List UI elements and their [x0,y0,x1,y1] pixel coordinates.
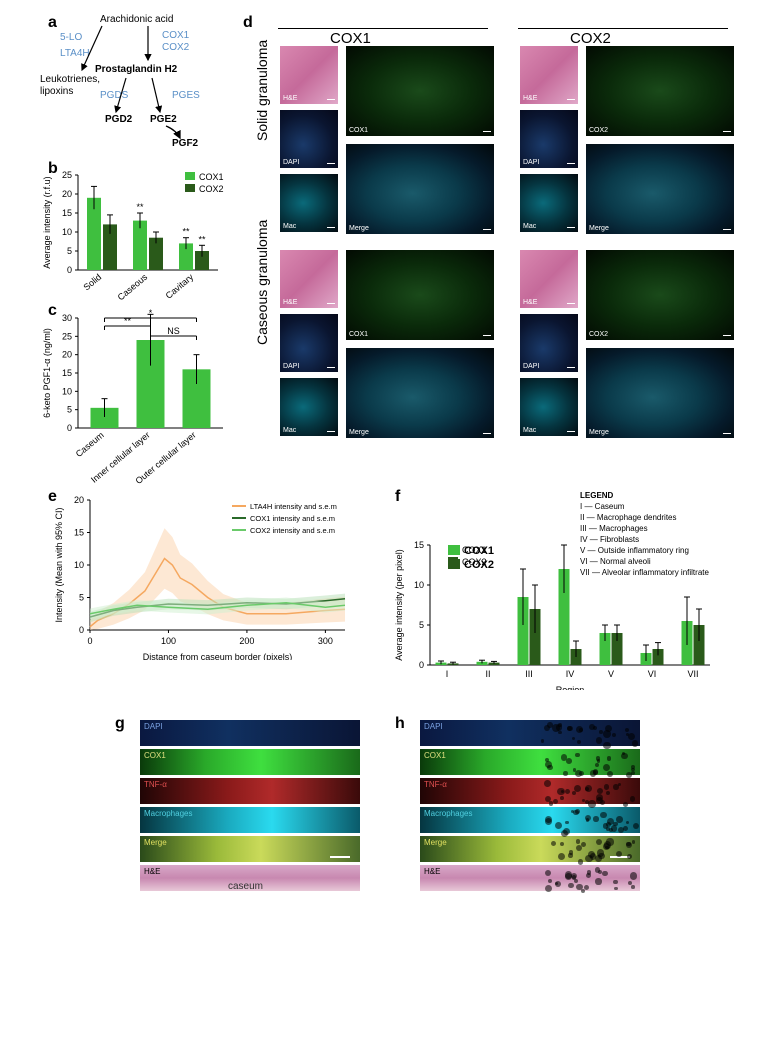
svg-text:IV: IV [566,669,575,679]
svg-text:VI: VI [648,669,657,679]
svg-text:Average intensity (per pixel): Average intensity (per pixel) [394,549,404,660]
svg-text:III: III [525,669,533,679]
svg-text:15: 15 [414,540,424,550]
svg-text:COX1: COX1 [464,545,494,557]
chart-f: 051015Average intensity (per pixel)IIIII… [0,0,760,690]
svg-text:Region: Region [556,685,585,690]
svg-text:10: 10 [414,580,424,590]
svg-text:0: 0 [419,660,424,670]
svg-text:VII: VII [687,669,698,679]
svg-text:I: I [446,669,449,679]
svg-text:V: V [608,669,614,679]
svg-text:II: II [485,669,490,679]
svg-text:COX2: COX2 [464,559,494,571]
svg-text:5: 5 [419,620,424,630]
panel-h-label: h [395,715,405,733]
legend-f: LEGENDI — CaseumII — Macrophage dendrite… [580,490,709,578]
panel-g-label: g [115,715,125,733]
